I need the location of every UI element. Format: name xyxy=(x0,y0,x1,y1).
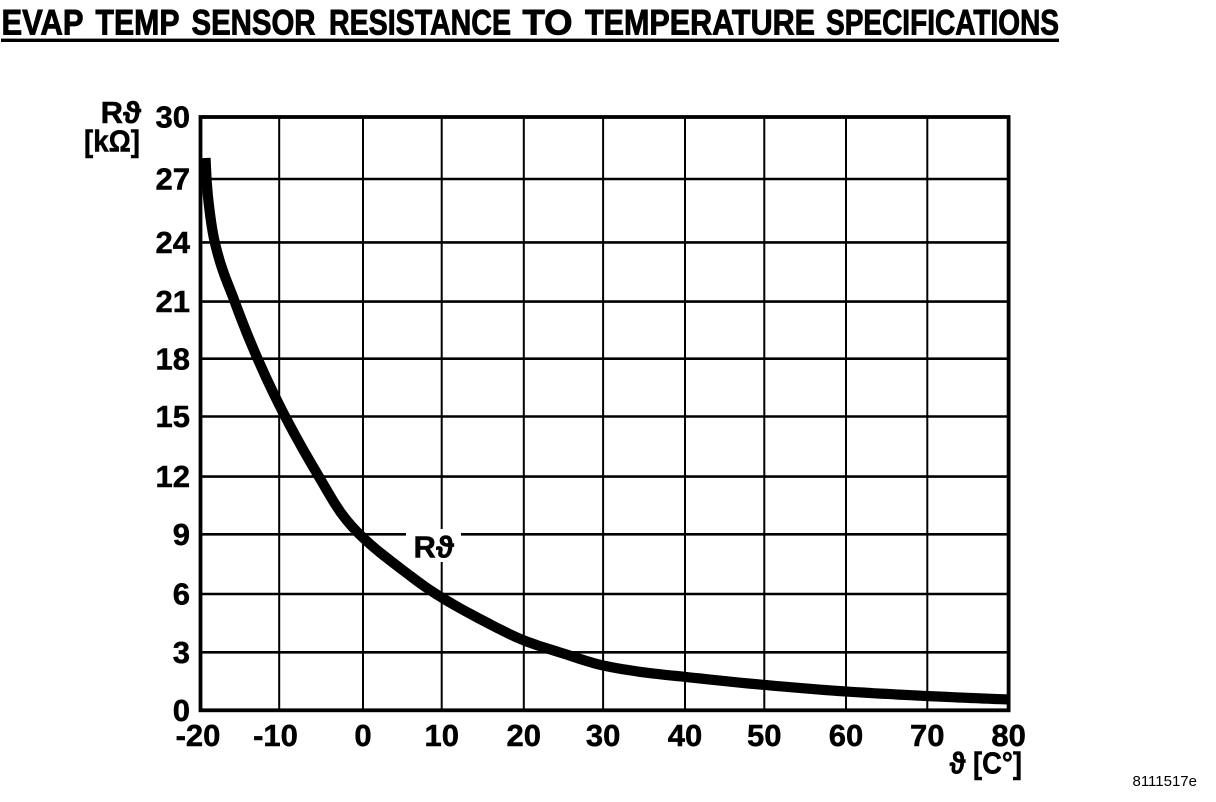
svg-text:6: 6 xyxy=(173,577,190,612)
svg-text:30: 30 xyxy=(156,100,190,135)
svg-text:9: 9 xyxy=(173,517,190,552)
svg-text:60: 60 xyxy=(829,718,863,753)
svg-text:TEMPERATURE: TEMPERATURE xyxy=(585,4,815,43)
svg-text:SENSOR: SENSOR xyxy=(192,4,316,43)
svg-text:10: 10 xyxy=(424,718,458,753)
svg-text:0: 0 xyxy=(354,718,371,753)
svg-text:3: 3 xyxy=(173,635,190,670)
svg-text:SPECIFICATIONS: SPECIFICATIONS xyxy=(826,4,1059,43)
svg-text:12: 12 xyxy=(156,459,190,494)
svg-text:RESISTANCE: RESISTANCE xyxy=(329,4,511,43)
svg-text:-10: -10 xyxy=(253,718,298,753)
svg-text:27: 27 xyxy=(156,162,190,197)
svg-text:EVAP: EVAP xyxy=(2,4,84,43)
svg-text:50: 50 xyxy=(747,718,781,753)
svg-text:21: 21 xyxy=(156,284,190,319)
svg-text:80: 80 xyxy=(991,718,1025,753)
svg-text:0: 0 xyxy=(173,693,190,728)
svg-text:ϑ [C°]: ϑ [C°] xyxy=(950,746,1023,781)
svg-text:TO: TO xyxy=(523,4,573,43)
svg-text:15: 15 xyxy=(156,399,190,434)
svg-text:20: 20 xyxy=(507,718,541,753)
svg-text:8111517e: 8111517e xyxy=(1132,773,1197,790)
svg-text:24: 24 xyxy=(156,225,191,260)
svg-text:70: 70 xyxy=(910,718,944,753)
svg-text:30: 30 xyxy=(586,718,620,753)
svg-text:[kΩ]: [kΩ] xyxy=(84,124,140,159)
svg-text:40: 40 xyxy=(668,718,702,753)
svg-text:TEMP: TEMP xyxy=(96,4,180,43)
svg-text:-20: -20 xyxy=(176,718,221,753)
svg-text:18: 18 xyxy=(156,341,190,376)
svg-text:Rϑ: Rϑ xyxy=(414,530,455,565)
svg-text:Rϑ: Rϑ xyxy=(101,95,142,130)
